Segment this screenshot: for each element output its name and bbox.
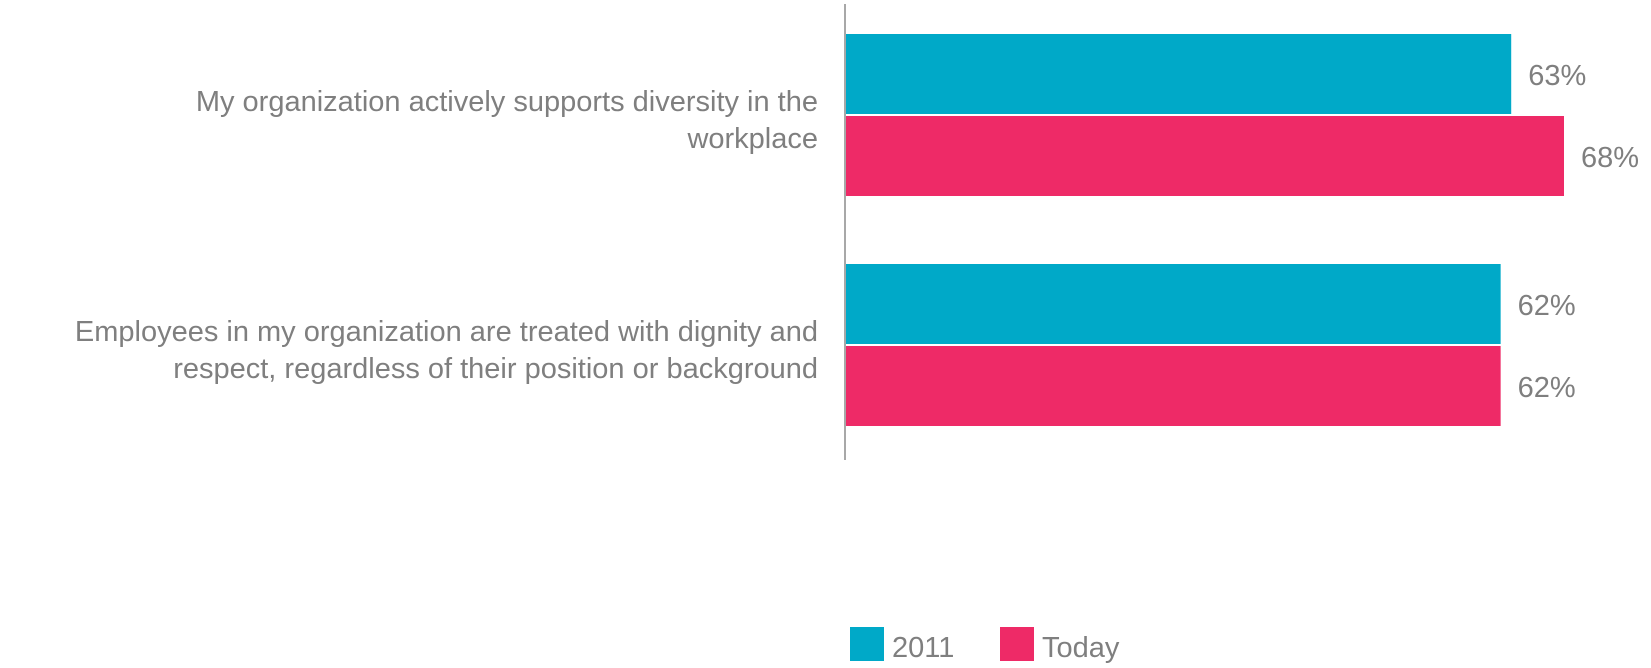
category-label-line: Employees in my organization are treated… (75, 316, 818, 348)
category-label-2: Employees in my organization are treated… (75, 316, 818, 385)
bar-today-2 (846, 346, 1501, 426)
category-label-1: My organization actively supports divers… (196, 86, 818, 155)
legend-label-2011: 2011 (892, 632, 954, 664)
bar-today-1 (846, 116, 1564, 196)
data-label-today-2: 62% (1518, 372, 1576, 404)
data-label-2011-2: 62% (1518, 290, 1576, 322)
bar-2011-1 (846, 34, 1512, 114)
category-label-line: workplace (686, 123, 818, 155)
bar-2011-2 (846, 264, 1501, 344)
data-label-2011-1: 63% (1528, 60, 1586, 92)
category-label-line: My organization actively supports divers… (196, 86, 818, 118)
legend-swatch-today (1000, 627, 1034, 661)
legend-swatch-2011 (850, 627, 884, 661)
data-label-today-1: 68% (1581, 142, 1639, 174)
category-label-line: respect, regardless of their position or… (173, 353, 818, 385)
legend-label-today: Today (1042, 632, 1120, 664)
